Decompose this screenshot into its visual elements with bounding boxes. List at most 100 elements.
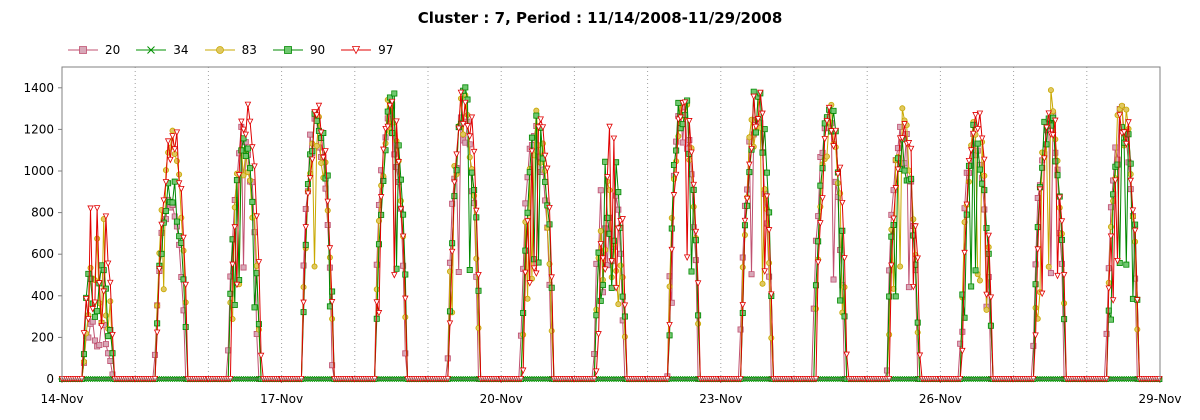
data-point: [257, 352, 265, 360]
data-point: [743, 195, 751, 203]
data-point: [153, 329, 161, 337]
chart-legend: 20 34 83 90 97: [66, 40, 407, 60]
data-point: [459, 121, 467, 128]
data-point: [85, 316, 92, 323]
data-point: [1034, 246, 1042, 253]
x-tick-label: 23-Nov: [699, 392, 742, 406]
data-point: [233, 177, 240, 184]
data-point: [178, 239, 185, 246]
data-point: [972, 267, 979, 274]
data-point: [546, 205, 553, 212]
data-point: [158, 221, 165, 229]
data-point: [741, 217, 749, 225]
data-point: [666, 283, 673, 290]
data-point: [1045, 110, 1052, 117]
data-point: [761, 126, 768, 133]
data-point: [823, 153, 830, 160]
data-point: [460, 131, 467, 138]
data-point: [593, 368, 600, 375]
data-point: [231, 224, 238, 231]
data-point: [750, 88, 757, 95]
data-point: [533, 107, 540, 114]
data-point: [967, 147, 975, 154]
data-point: [180, 234, 187, 242]
data-point: [599, 255, 607, 263]
data-point: [453, 151, 460, 158]
data-point: [105, 333, 112, 340]
data-point: [520, 331, 527, 338]
data-point: [974, 140, 981, 147]
data-point: [754, 116, 762, 123]
data-point: [393, 118, 400, 125]
data-point: [307, 131, 314, 138]
data-point: [897, 263, 904, 270]
y-tick-label: 1400: [23, 81, 54, 95]
data-point: [475, 271, 482, 279]
data-point: [522, 269, 529, 277]
data-point: [238, 147, 245, 154]
data-point: [615, 206, 622, 213]
data-point: [1058, 218, 1066, 225]
data-point: [961, 249, 968, 257]
y-tick-label: 400: [31, 289, 54, 303]
data-point: [328, 299, 336, 306]
data-point: [968, 283, 975, 290]
data-point: [225, 347, 232, 354]
data-point: [466, 267, 473, 274]
data-point: [182, 281, 189, 289]
data-point: [974, 126, 981, 133]
data-point: [912, 223, 919, 230]
data-point: [746, 134, 753, 141]
data-point: [524, 209, 531, 216]
data-point: [102, 213, 110, 220]
data-point: [892, 185, 899, 192]
data-point: [306, 175, 314, 182]
data-point: [695, 312, 702, 319]
data-point: [1123, 261, 1130, 268]
data-point: [80, 351, 87, 358]
data-point: [981, 156, 988, 164]
data-point: [1047, 87, 1054, 94]
data-point: [373, 286, 380, 293]
data-point: [1045, 263, 1052, 270]
data-point: [983, 225, 990, 232]
data-point: [602, 158, 609, 165]
y-tick-label: 1200: [23, 122, 54, 136]
data-point: [888, 262, 895, 270]
data-point: [972, 112, 979, 119]
data-point: [668, 225, 675, 232]
data-point: [169, 133, 176, 140]
data-point: [535, 259, 542, 266]
data-point: [544, 165, 551, 173]
data-point: [619, 293, 626, 300]
data-point: [244, 101, 252, 109]
data-point: [324, 172, 331, 179]
data-point: [240, 264, 247, 271]
data-point: [247, 165, 254, 172]
data-point: [601, 266, 609, 273]
data-point: [748, 116, 755, 123]
data-point: [1127, 160, 1134, 167]
legend-item-90: 90: [271, 43, 325, 57]
data-point: [761, 186, 768, 193]
data-point: [615, 225, 622, 233]
data-point: [897, 123, 904, 130]
data-point: [746, 161, 753, 169]
data-point: [313, 117, 320, 124]
data-point: [173, 218, 180, 225]
y-tick-label: 0: [46, 372, 54, 386]
data-point: [377, 194, 385, 201]
data-point: [391, 272, 398, 279]
data-point: [615, 301, 622, 308]
data-point: [311, 109, 318, 116]
data-point: [235, 172, 243, 179]
data-point: [1123, 141, 1130, 148]
data-point: [468, 114, 476, 122]
data-point: [251, 304, 258, 311]
data-point: [748, 271, 755, 278]
data-point: [229, 316, 236, 323]
data-point: [107, 279, 114, 287]
data-point: [317, 129, 325, 137]
y-tick-label: 200: [31, 330, 54, 344]
x-tick-label: 20-Nov: [480, 392, 523, 406]
